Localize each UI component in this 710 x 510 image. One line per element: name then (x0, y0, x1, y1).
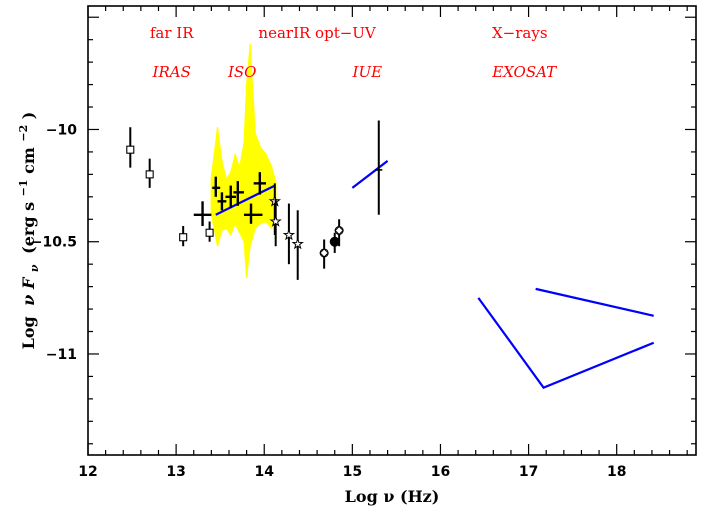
y-title-log: Log (19, 316, 38, 349)
y-title-nu: ν (19, 295, 38, 306)
y-tick-label: −11 (46, 347, 77, 363)
x-tick-label: 14 (254, 464, 274, 480)
cross-point (253, 172, 266, 195)
star-point (291, 210, 304, 280)
diamond-marker (334, 225, 344, 236)
filled-circle-point (329, 232, 340, 253)
x-tick-label: 17 (519, 464, 538, 480)
diamond-marker (319, 248, 329, 258)
band-label: IUE (352, 63, 383, 81)
cross-point (225, 185, 237, 209)
iso-fit-line (215, 184, 276, 216)
star-point (282, 203, 296, 265)
x-tick-label: 13 (166, 464, 185, 480)
circle-marker (334, 226, 344, 235)
y-title-units-close: ) (19, 112, 38, 120)
band-label: IRAS (152, 63, 191, 81)
cross-point (233, 181, 244, 206)
y-axis-title: Log ν F ν (erg s −1 cm −2 ) (12, 112, 42, 350)
iue-fit-line (351, 160, 389, 189)
y-title-cm: cm (19, 147, 38, 174)
fit-lines-layer (215, 160, 655, 389)
band-labels-layer: far IR nearIR opt−UV X−rays IRAS ISO IUE EXOSA… (150, 24, 557, 81)
circle-marker (319, 248, 329, 258)
exosat-2-line (535, 287, 654, 317)
x-tick-label: 15 (343, 464, 362, 480)
band-label: X−rays (492, 24, 548, 42)
cross-point (217, 192, 227, 211)
square-marker (126, 145, 135, 154)
square-point (205, 221, 214, 242)
band-label: nearIR opt−UV (258, 24, 377, 42)
y-title-sub-nu: ν (28, 264, 41, 272)
band-label: EXOSAT (491, 63, 557, 81)
cross-point (212, 176, 221, 197)
y-title-units-open: (erg s (19, 202, 38, 254)
diamond-point (319, 239, 329, 269)
square-marker (145, 170, 154, 179)
y-tick-label: −10.5 (31, 235, 77, 251)
square-marker (179, 233, 188, 242)
tick-point (375, 120, 383, 215)
band-label: ISO (227, 63, 257, 81)
cross-point (193, 201, 212, 227)
data-points-layer (126, 120, 383, 280)
square-point (145, 158, 154, 188)
axis-ticks-layer: 12 13 14 15 16 17 18 −10 −10.5 −11 (31, 6, 696, 480)
x-tick-label: 16 (431, 464, 450, 480)
band-label: far IR (150, 24, 194, 42)
star-point (269, 199, 282, 247)
star-marker (282, 228, 296, 241)
y-tick-label: −10 (46, 122, 77, 138)
plot-frame (87, 5, 697, 456)
cross-point (243, 203, 263, 224)
x-axis-title: Log ν (Hz) (345, 487, 440, 506)
x-tick-label: 18 (607, 464, 626, 480)
x-tick-label: 12 (78, 464, 97, 480)
filled-circle-marker (329, 236, 340, 247)
y-title-sup2: −2 (17, 125, 30, 142)
star-marker (269, 214, 282, 227)
square-point (126, 127, 135, 168)
star-marker (291, 237, 304, 250)
square-point (179, 226, 188, 247)
y-title-sup1: −1 (17, 179, 30, 196)
exosat-1-line (477, 297, 655, 389)
y-title-f: F (19, 276, 38, 290)
square-marker (205, 228, 214, 237)
